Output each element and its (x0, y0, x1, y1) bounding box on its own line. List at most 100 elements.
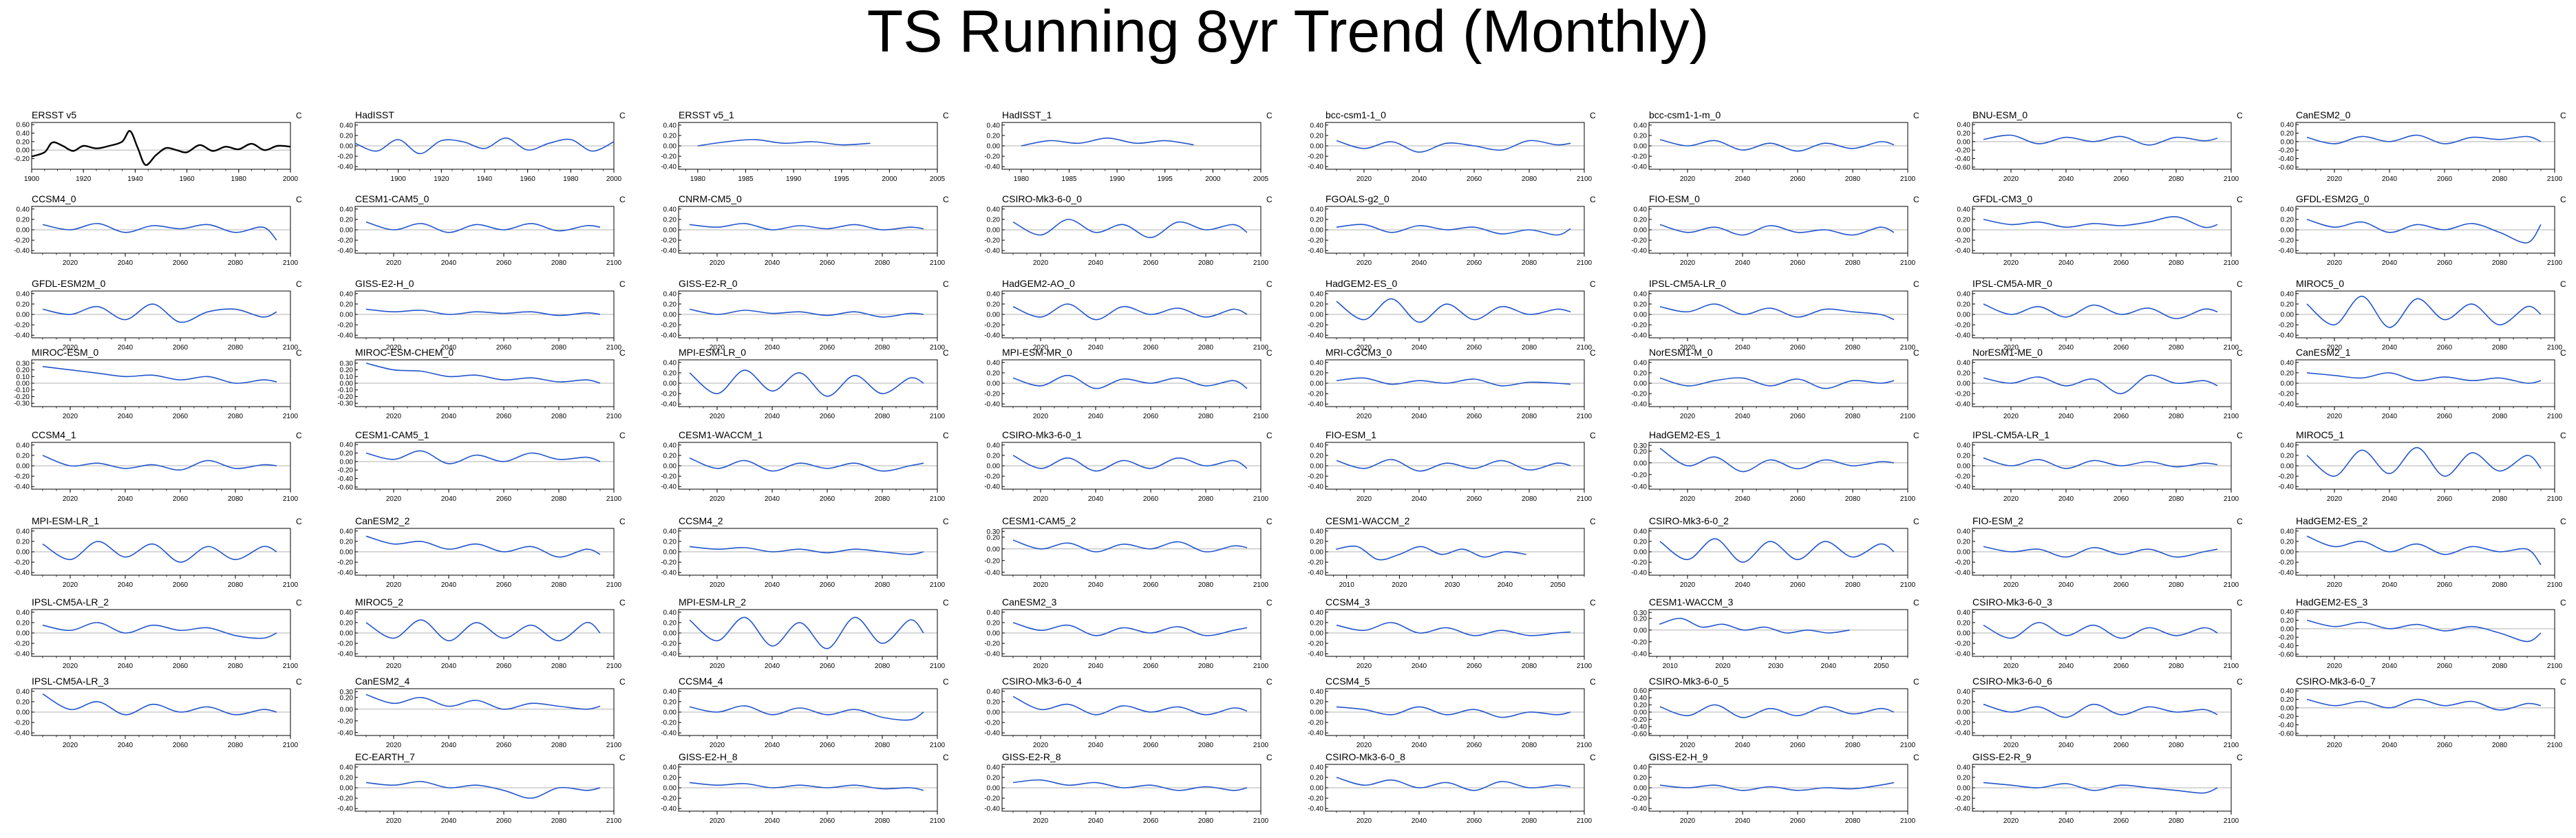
x-tick-label: 2060 (173, 663, 189, 670)
x-tick-label: 2060 (2437, 259, 2453, 267)
y-tick-label: 0.20 (1957, 774, 1971, 782)
y-tick-label: 0.20 (1634, 301, 1648, 308)
chart-panel: NorESM1-M_0 C 0.40 0.20 0.00 -0.20 -0.40 2020 20… (1631, 347, 1919, 420)
x-tick-label: 2080 (2169, 742, 2184, 749)
x-tick-label: 2020 (63, 413, 78, 420)
y-tick-label: -0.40 (337, 806, 353, 813)
chart-panel: HadGEM2-ES_1 C 0.300.20 0.00 -0.20 -0.40 2020 2… (1631, 430, 1919, 503)
x-tick-label: 2080 (1522, 742, 1537, 749)
y-tick-label: -0.40 (984, 484, 1000, 491)
y-tick-label: -0.20 (2278, 322, 2294, 330)
y-tick-label: 0.40 (663, 290, 677, 298)
panel-unit: C (2560, 677, 2566, 687)
y-tick-label: -0.40 (2278, 332, 2294, 340)
x-tick-label: 2040 (2058, 413, 2074, 420)
chart-panel: CNRM-CM5_0 C 0.40 0.20 0.00 -0.20 -0.40 2020 204… (661, 194, 949, 267)
y-tick-label: 0.00 (1310, 709, 1324, 717)
x-tick-label: 2060 (2114, 663, 2129, 670)
series-line (2306, 535, 2542, 566)
y-tick-label: 0.00 (1634, 380, 1648, 388)
series-line (42, 622, 277, 639)
series-line (354, 137, 615, 155)
x-tick-label: 2100 (1253, 259, 1269, 267)
x-tick-label: 1995 (1158, 175, 1173, 183)
x-tick-label: 2100 (1253, 742, 1269, 749)
x-tick-label: 2040 (2382, 175, 2398, 183)
chart-panel: CSIRO-Mk3-6-0_8 C 0.40 0.20 0.00 -0.20 -0.40 20… (1308, 752, 1596, 825)
y-tick-label: -0.40 (1631, 806, 1647, 813)
series-line (1012, 219, 1248, 239)
x-tick-label: 2020 (2003, 495, 2019, 503)
x-tick-label: 2020 (386, 742, 402, 749)
x-tick-label: 2080 (1522, 344, 1537, 352)
y-tick-label: -0.40 (14, 730, 30, 738)
y-tick-label: 0.40 (2281, 359, 2295, 367)
x-tick-label: 2080 (228, 259, 244, 267)
panel-unit: C (2237, 598, 2243, 608)
x-tick-label: 2040 (441, 742, 457, 749)
x-tick-label: 2060 (2437, 495, 2453, 503)
series-line (1336, 377, 1571, 387)
x-tick-label: 2020 (63, 259, 78, 267)
y-tick-label: -0.40 (337, 475, 353, 483)
x-tick-label: 1940 (127, 175, 143, 183)
panel-unit: C (619, 348, 626, 358)
series-line (365, 308, 601, 316)
panel-unit: C (943, 753, 949, 762)
chart-panel: GISS-E2-H_9 C 0.40 0.20 0.00 -0.20 -0.40 2020 20… (1631, 752, 1919, 825)
y-tick-label: 0.40 (2281, 609, 2295, 616)
y-tick-label: 0.20 (987, 698, 1001, 706)
y-tick-label: 0.00 (1310, 549, 1324, 557)
panel-title: HadGEM2-AO_0 (1002, 279, 1075, 289)
y-tick-label: -0.40 (14, 651, 30, 658)
plot-frame (1972, 122, 2232, 170)
panel-title: MPI-ESM-LR_1 (32, 516, 99, 526)
series-line (365, 535, 601, 558)
y-tick-label: 0.40 (1310, 764, 1324, 771)
panel-title: NorESM1-M_0 (1649, 347, 1713, 358)
chart-panel: GISS-E2-H_0 C 0.40 0.20 0.00 -0.20 -0.40 2020 20… (337, 279, 626, 352)
y-tick-label: -0.40 (2278, 248, 2294, 255)
x-tick-label: 2100 (2224, 413, 2239, 420)
y-tick-label: 0.00 (1957, 138, 1971, 146)
y-tick-label: -0.20 (661, 641, 677, 648)
chart-panel: MRI-CGCM3_0 C 0.40 0.20 0.00 -0.20 -0.40 2020 20… (1308, 347, 1596, 420)
x-tick-label: 2020 (1680, 817, 1696, 825)
y-tick-label: 0.00 (1957, 227, 1971, 235)
panel-unit: C (1590, 111, 1596, 120)
panel-unit: C (1913, 195, 1919, 204)
x-tick-label: 2005 (1253, 175, 1269, 183)
y-tick-label: -0.40 (984, 651, 1000, 658)
x-tick-label: 2020 (63, 344, 78, 352)
chart-panel: EC-EARTH_7 C 0.40 0.20 0.00 -0.20 -0.40 2020 204… (337, 752, 626, 825)
y-tick-label: -0.40 (1955, 651, 1970, 658)
x-tick-label: 2100 (606, 413, 622, 420)
x-tick-label: 2100 (1900, 495, 1916, 503)
x-tick-label: 2040 (1412, 742, 1427, 749)
x-tick-label: 2020 (63, 663, 78, 670)
x-tick-label: 2020 (2003, 742, 2019, 749)
panel-title: CESM1-CAM5_1 (355, 430, 429, 440)
x-tick-label: 2040 (1088, 663, 1104, 670)
y-tick-label: 0.00 (987, 312, 1001, 319)
y-tick-label: 0.40 (987, 122, 1001, 129)
y-tick-label: 0.40 (2281, 528, 2295, 535)
x-tick-label: 2100 (2547, 581, 2563, 589)
x-tick-label: 2020 (1680, 175, 1696, 183)
x-tick-label: 2060 (2114, 817, 2129, 825)
y-tick-label: 0.00 (17, 380, 30, 388)
x-tick-label: 2020 (1680, 259, 1696, 267)
x-tick-label: 2100 (1900, 344, 1916, 352)
x-tick-label: 2060 (173, 413, 189, 420)
panel-title: GISS-E2-R_9 (1972, 752, 2032, 762)
x-tick-label: 2080 (1522, 175, 1537, 183)
series-line (1336, 706, 1571, 718)
y-tick-label: 0.00 (2281, 625, 2295, 633)
x-tick-label: 2040 (2058, 495, 2074, 503)
y-tick-label: -0.30 (337, 400, 353, 408)
x-tick-label: 2010 (1663, 663, 1679, 670)
x-tick-label: 1900 (391, 175, 407, 183)
x-tick-label: 2040 (2058, 581, 2074, 589)
y-tick-label: -0.40 (337, 332, 353, 340)
y-tick-label: 0.20 (2281, 696, 2295, 704)
